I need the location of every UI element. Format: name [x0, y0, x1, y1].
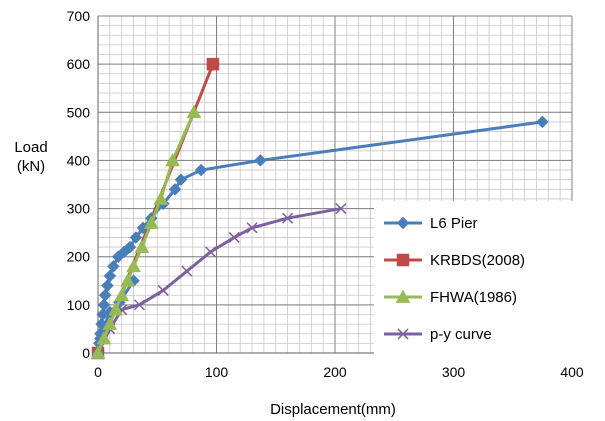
- data-point-l6-pier: [123, 240, 137, 254]
- data-point-l6-pier: [96, 308, 110, 321]
- data-point-fhwa-1986-: [143, 215, 159, 229]
- y-tick-label: 400: [67, 152, 91, 168]
- data-point-fhwa-1986-: [165, 152, 181, 167]
- data-point-l6-pier: [168, 182, 182, 196]
- y-tick-label: 100: [67, 297, 91, 313]
- data-point-p-y-curve: [181, 265, 193, 277]
- data-point-l6-pier: [253, 154, 267, 167]
- y-tick-label: 200: [67, 249, 91, 265]
- y-tick-label: 700: [67, 8, 91, 24]
- data-point-krbds-2008-: [206, 57, 220, 71]
- data-point-l6-pier: [536, 115, 549, 129]
- data-point-p-y-curve: [205, 246, 217, 258]
- data-point-l6-pier: [129, 231, 143, 244]
- legend: L6 Pier KRBDS(2008) FHWA(1986) p-y curve: [374, 201, 574, 357]
- y-tick-label: 600: [67, 56, 91, 72]
- data-point-fhwa-1986-: [90, 345, 106, 359]
- legend-label-krbds-2008-: KRBDS(2008): [430, 252, 525, 269]
- data-point-fhwa-1986-: [134, 239, 150, 253]
- y-tick-label: 0: [82, 345, 90, 361]
- legend-label-p-y-curve: p-y curve: [430, 326, 492, 343]
- data-point-p-y-curve: [228, 231, 240, 243]
- data-point-p-y-curve: [157, 284, 169, 296]
- data-point-fhwa-1986-: [108, 302, 124, 316]
- data-point-p-y-curve: [335, 203, 347, 215]
- x-marker-stroke: [335, 203, 347, 215]
- data-point-l6-pier: [174, 173, 188, 187]
- x-marker-stroke: [133, 299, 146, 311]
- y-tick-label: 500: [67, 104, 91, 120]
- series-line-fhwa-1986-: [96, 111, 196, 354]
- data-point-fhwa-1986-: [114, 287, 130, 302]
- data-point-fhwa-1986-: [186, 104, 202, 119]
- data-point-l6-pier: [107, 259, 120, 273]
- y-tick-label: 300: [67, 201, 91, 217]
- tick-labels: 0 100 200 300 400 0 100 200 300 400 500 600 700: [67, 8, 584, 380]
- data-point-fhwa-1986-: [120, 273, 136, 287]
- data-point-fhwa-1986-: [126, 258, 141, 273]
- x-marker-stroke: [157, 284, 169, 296]
- data-point-l6-pier: [97, 298, 111, 312]
- x-marker-stroke: [246, 222, 258, 234]
- data-point-l6-pier: [194, 163, 208, 177]
- x-marker-stroke: [397, 328, 409, 340]
- y-axis-title-line-1: Load: [14, 139, 47, 156]
- legend-box: [374, 201, 574, 357]
- data-point-p-y-curve: [133, 299, 146, 311]
- legend-marker-krbds-2008-: [396, 253, 410, 267]
- legend-marker-l6-pier: [396, 216, 410, 230]
- x-marker-stroke: [228, 231, 240, 243]
- x-tick-label: 200: [323, 364, 347, 380]
- legend-marker-fhwa-1986-: [395, 289, 411, 303]
- x-marker-stroke: [181, 265, 193, 277]
- x-marker-stroke: [205, 246, 217, 258]
- data-point-fhwa-1986-: [96, 331, 112, 345]
- data-point-fhwa-1986-: [102, 316, 118, 330]
- legend-label-fhwa-1986-: FHWA(1986): [430, 289, 517, 306]
- legend-label-l6-pier: L6 Pier: [430, 215, 478, 232]
- x-tick-label: 0: [94, 364, 102, 380]
- legend-marker-p-y-curve: [397, 328, 409, 340]
- x-axis-title: Displacement(mm): [270, 401, 396, 418]
- data-point-p-y-curve: [246, 222, 258, 234]
- x-tick-label: 400: [560, 364, 584, 380]
- data-point-p-y-curve: [282, 212, 294, 224]
- data-point-l6-pier: [103, 269, 117, 283]
- x-tick-label: 100: [205, 364, 229, 380]
- y-axis-title-line-2: (kN): [17, 158, 45, 175]
- series-layer: [90, 57, 549, 360]
- x-tick-label: 300: [442, 364, 466, 380]
- data-point-l6-pier: [101, 279, 114, 292]
- data-point-fhwa-1986-: [153, 191, 169, 205]
- data-point-l6-pier: [98, 288, 112, 302]
- x-marker-stroke: [282, 212, 294, 224]
